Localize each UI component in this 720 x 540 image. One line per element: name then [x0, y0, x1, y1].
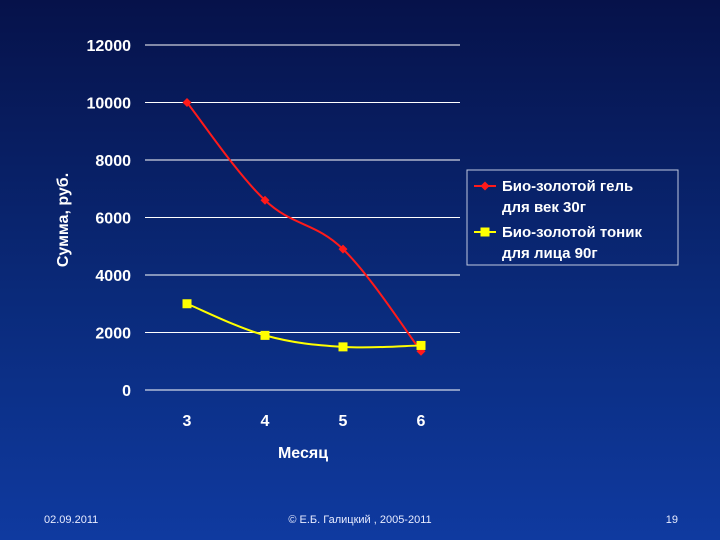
y-tick-label: 12000	[87, 38, 132, 55]
x-tick-label: 3	[183, 413, 192, 430]
data-point-series-2	[182, 299, 192, 309]
footer-copyright: © Е.Б. Галицкий , 2005-2011	[288, 514, 432, 526]
footer-date: 02.09.2011	[44, 514, 99, 526]
legend-label-1: для век 30г	[502, 199, 586, 216]
y-tick-labels: 0 2000 4000 6000 8000 10000 12000	[87, 38, 132, 400]
series-line-1	[186, 101, 422, 352]
y-tick-label: 8000	[95, 153, 131, 170]
y-axis-label: Сумма, руб.	[55, 173, 72, 267]
data-point-series-2	[260, 330, 270, 340]
x-axis-label: Месяц	[278, 445, 328, 462]
legend-label-2: Био-золотой тоник	[502, 224, 642, 241]
y-tick-label: 4000	[95, 268, 131, 285]
gridlines	[145, 44, 460, 333]
legend-label-1: Био-золотой гель	[502, 178, 633, 195]
y-tick-label: 10000	[87, 96, 132, 113]
legend-label-2: для лица 90г	[502, 245, 598, 262]
data-point-series-1	[338, 244, 348, 254]
data-point-series-1	[182, 98, 192, 107]
legend-marker-2	[480, 227, 490, 237]
x-tick-label: 6	[417, 413, 426, 430]
footer-page-number: 19	[665, 514, 678, 526]
legend: Био-золотой гель для век 30г Био-золотой т…	[466, 169, 679, 266]
data-point-series-1	[260, 195, 270, 205]
y-tick-label: 0	[122, 383, 131, 400]
x-tick-label: 4	[261, 413, 270, 430]
series-group	[182, 98, 426, 356]
data-point-series-2	[416, 340, 426, 350]
legend-box	[466, 169, 679, 266]
series-line-2	[186, 302, 422, 349]
y-tick-label: 6000	[95, 211, 131, 228]
y-tick-label: 2000	[95, 326, 131, 343]
legend-marker-1	[480, 181, 490, 191]
data-point-series-2	[338, 342, 348, 352]
x-tick-label: 5	[339, 413, 348, 430]
x-tick-labels: 3 4 5 6	[183, 413, 426, 430]
